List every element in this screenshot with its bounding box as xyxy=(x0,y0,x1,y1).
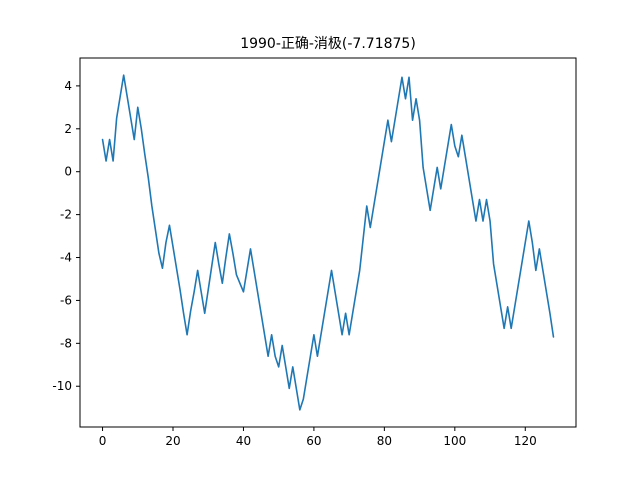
y-tick-label: 2 xyxy=(64,122,72,136)
x-tick-label: 0 xyxy=(99,434,107,448)
series-line xyxy=(101,74,555,411)
y-tick-label: -10 xyxy=(52,379,72,393)
x-tick-label: 60 xyxy=(306,434,321,448)
y-tick-label: -8 xyxy=(60,336,72,350)
chart-title: 1990-正确-消极(-7.71875) xyxy=(240,36,416,52)
y-tick-label: -6 xyxy=(60,293,72,307)
y-tick-label: -4 xyxy=(60,251,72,265)
y-tick-label: 4 xyxy=(64,79,72,93)
x-tick-label: 120 xyxy=(514,434,537,448)
y-tick-label: 0 xyxy=(64,165,72,179)
plot-area: 0 20 40 60 80 100 120 -10 -8 -6 -4 -2 0 2 4 xyxy=(52,74,555,448)
axes-frame xyxy=(79,57,577,428)
x-tick-label: 100 xyxy=(443,434,466,448)
x-tick-label: 80 xyxy=(377,434,392,448)
x-tick-label: 40 xyxy=(236,434,251,448)
y-tick-label: -2 xyxy=(60,208,72,222)
x-tick-label: 20 xyxy=(165,434,180,448)
